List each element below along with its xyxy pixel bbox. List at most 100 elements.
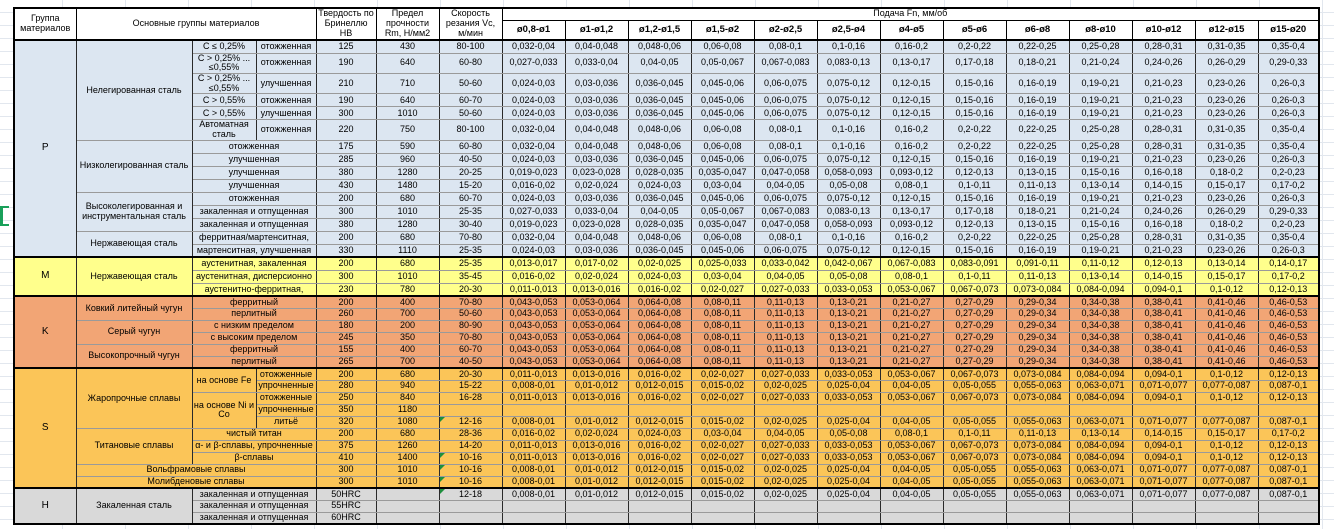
- subgroup-cell[interactable]: на основе Fe: [191, 367, 257, 393]
- hardness-cell[interactable]: 330: [315, 243, 377, 258]
- feed-cell[interactable]: 0,03-0,04: [690, 269, 755, 284]
- feed-cell[interactable]: 0,21-0,27: [879, 355, 944, 369]
- feed-cell[interactable]: 0,16-0,18: [1131, 165, 1196, 180]
- feed-cell[interactable]: 0,042-0,067: [816, 256, 881, 271]
- feed-cell[interactable]: 0,02-0,025: [627, 256, 692, 271]
- subgroup-cell[interactable]: C > 0,55%: [191, 93, 257, 108]
- feed-cell[interactable]: 0,008-0,01: [501, 379, 566, 393]
- feed-cell[interactable]: 0,21-0,23: [1131, 72, 1196, 95]
- group-letter-cell[interactable]: K: [13, 295, 77, 369]
- feed-cell[interactable]: 0,35-0,4: [1257, 39, 1320, 54]
- feed-cell[interactable]: 0,013-0,016: [564, 391, 629, 405]
- feed-cell[interactable]: 0,011-0,013: [501, 282, 566, 297]
- feed-cell[interactable]: [1131, 403, 1196, 417]
- feed-cell[interactable]: 0,38-0,41: [1131, 343, 1196, 357]
- feed-cell[interactable]: 0,31-0,35: [1194, 139, 1259, 154]
- feed-cell[interactable]: 0,04-0,048: [564, 139, 629, 154]
- cutting-speed-cell[interactable]: 80-100: [438, 39, 503, 54]
- header-material-group[interactable]: Группа материалов: [13, 7, 77, 41]
- feed-cell[interactable]: 0,036-0,045: [627, 191, 692, 206]
- feed-cell[interactable]: 0,16-0,19: [1005, 106, 1070, 121]
- feed-cell[interactable]: 0,025-0,033: [690, 256, 755, 271]
- state-cell[interactable]: улучшенная: [191, 178, 317, 193]
- feed-cell[interactable]: 0,08-0,11: [690, 319, 755, 333]
- feed-cell[interactable]: 0,38-0,41: [1131, 295, 1196, 309]
- state-cell[interactable]: перлитный: [191, 307, 317, 321]
- feed-cell[interactable]: 0,032-0,04: [501, 119, 566, 141]
- feed-cell[interactable]: 0,11-0,13: [753, 307, 818, 321]
- feed-cell[interactable]: 0,11-0,13: [1005, 178, 1070, 193]
- feed-cell[interactable]: 0,23-0,26: [1194, 152, 1259, 167]
- header-main-groups[interactable]: Основные группы материалов: [75, 7, 317, 41]
- cutting-speed-cell[interactable]: 15-20: [438, 178, 503, 193]
- feed-cell[interactable]: 0,35-0,4: [1257, 119, 1320, 141]
- feed-cell[interactable]: 0,11-0,13: [1005, 427, 1070, 441]
- feed-cell[interactable]: 0,15-0,16: [942, 243, 1007, 258]
- feed-cell[interactable]: 0,28-0,31: [1131, 230, 1196, 245]
- feed-cell[interactable]: 0,21-0,27: [879, 343, 944, 357]
- feed-cell[interactable]: 0,073-0,084: [1005, 282, 1070, 297]
- state-cell[interactable]: отожженные: [255, 367, 317, 381]
- feed-cell[interactable]: 0,06-0,075: [753, 106, 818, 121]
- feed-cell[interactable]: 0,27-0,29: [942, 295, 1007, 309]
- feed-cell[interactable]: 0,02-0,024: [564, 178, 629, 193]
- hardness-cell[interactable]: 260: [315, 307, 377, 321]
- feed-cell[interactable]: 0,1-0,11: [942, 269, 1007, 284]
- feed-cell[interactable]: 0,02-0,027: [690, 367, 755, 381]
- header-strength[interactable]: Предел прочности Rm, Н/мм2: [375, 7, 440, 41]
- feed-cell[interactable]: 0,28-0,31: [1131, 139, 1196, 154]
- feed-cell[interactable]: 0,17-0,18: [942, 204, 1007, 219]
- strength-cell[interactable]: 700: [375, 355, 440, 369]
- feed-cell[interactable]: 0,13-0,21: [816, 343, 881, 357]
- header-diameter[interactable]: ø2-ø2,5: [753, 19, 818, 41]
- hardness-cell[interactable]: 210: [315, 72, 377, 95]
- hardness-cell[interactable]: 60HRC: [315, 511, 377, 525]
- header-diameter[interactable]: ø10-ø12: [1131, 19, 1196, 41]
- feed-cell[interactable]: 0,34-0,38: [1068, 307, 1133, 321]
- feed-cell[interactable]: 0,27-0,29: [942, 307, 1007, 321]
- feed-cell[interactable]: 0,053-0,064: [564, 295, 629, 309]
- header-diameter[interactable]: ø1,2-ø1,5: [627, 19, 692, 41]
- header-diameter[interactable]: ø1-ø1,2: [564, 19, 629, 41]
- strength-cell[interactable]: 1010: [375, 463, 440, 477]
- feed-cell[interactable]: [753, 499, 818, 513]
- feed-cell[interactable]: 0,12-0,15: [879, 106, 944, 121]
- feed-cell[interactable]: 0,08-0,1: [753, 119, 818, 141]
- feed-cell[interactable]: 0,18-0,2: [1194, 217, 1259, 232]
- state-cell[interactable]: α- и β-сплавы, упрочненные: [191, 439, 317, 453]
- feed-cell[interactable]: 0,063-0,071: [1068, 415, 1133, 429]
- feed-cell[interactable]: 0,055-0,063: [1005, 475, 1070, 489]
- material-cell[interactable]: Жаропрочные сплавы: [75, 367, 193, 429]
- feed-cell[interactable]: 0,084-0,094: [1068, 282, 1133, 297]
- feed-cell[interactable]: 0,032-0,04: [501, 230, 566, 245]
- feed-cell[interactable]: 0,13-0,21: [816, 307, 881, 321]
- state-cell[interactable]: отожженные: [255, 391, 317, 405]
- strength-cell[interactable]: 1180: [375, 403, 440, 417]
- feed-cell[interactable]: 0,04-0,048: [564, 230, 629, 245]
- feed-cell[interactable]: 0,02-0,025: [753, 475, 818, 489]
- feed-cell[interactable]: 0,29-0,34: [1005, 343, 1070, 357]
- feed-cell[interactable]: 0,03-0,036: [564, 72, 629, 95]
- feed-cell[interactable]: 0,15-0,16: [1068, 217, 1133, 232]
- feed-cell[interactable]: 0,016-0,02: [501, 269, 566, 284]
- hardness-cell[interactable]: 410: [315, 451, 377, 465]
- feed-cell[interactable]: 0,12-0,15: [879, 243, 944, 258]
- header-cutting-speed[interactable]: Скорость резания Vc, м/мин: [438, 7, 503, 41]
- feed-cell[interactable]: 0,011-0,013: [501, 367, 566, 381]
- feed-cell[interactable]: 0,23-0,26: [1194, 72, 1259, 95]
- feed-cell[interactable]: 0,024-0,03: [501, 191, 566, 206]
- material-cell[interactable]: Молибденовые сплавы: [75, 475, 317, 489]
- feed-cell[interactable]: 0,02-0,025: [753, 463, 818, 477]
- feed-cell[interactable]: 0,087-0,1: [1257, 463, 1320, 477]
- header-diameter[interactable]: ø5-ø6: [942, 19, 1007, 41]
- feed-cell[interactable]: 0,067-0,083: [879, 256, 944, 271]
- feed-cell[interactable]: 0,055-0,063: [1005, 415, 1070, 429]
- feed-cell[interactable]: 0,067-0,073: [942, 367, 1007, 381]
- feed-cell[interactable]: 0,08-0,11: [690, 307, 755, 321]
- feed-cell[interactable]: 0,1-0,11: [942, 178, 1007, 193]
- strength-cell[interactable]: 960: [375, 152, 440, 167]
- feed-cell[interactable]: 0,036-0,045: [627, 106, 692, 121]
- feed-cell[interactable]: 0,025-0,04: [816, 463, 881, 477]
- feed-cell[interactable]: 0,094-0,1: [1131, 439, 1196, 453]
- feed-cell[interactable]: [501, 511, 566, 525]
